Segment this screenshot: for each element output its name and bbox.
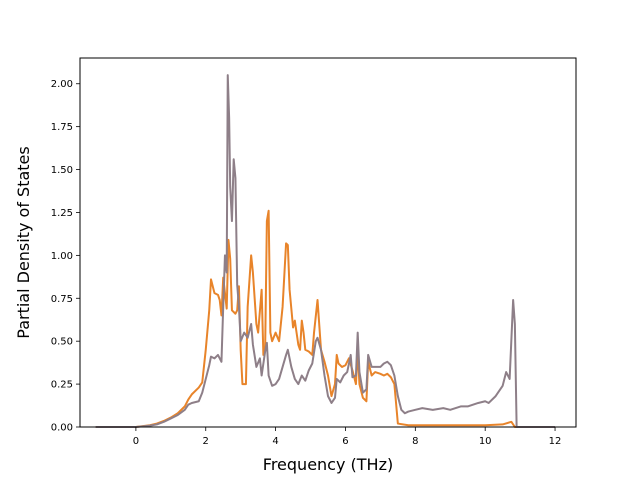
series-layer <box>95 74 556 428</box>
y-axis-ticks: 0.00 0.25 0.50 0.75 1.00 1.25 1.50 1.75 2.00 <box>51 79 80 434</box>
y-tick-label: 1.50 <box>51 165 73 176</box>
y-tick-label: 1.25 <box>51 208 73 219</box>
x-tick-label: 10 <box>479 436 492 447</box>
x-tick-label: 8 <box>412 436 418 447</box>
x-tick-label: 6 <box>342 436 348 447</box>
x-axis-ticks: 0 2 4 6 8 10 12 <box>133 427 562 447</box>
x-axis-label: Frequency (THz) <box>263 455 393 474</box>
y-tick-label: 0.25 <box>51 380 73 391</box>
y-tick-label: 0.75 <box>51 294 73 305</box>
axes-frame <box>79 57 577 428</box>
y-tick-label: 0.00 <box>51 423 73 434</box>
y-tick-label: 1.75 <box>51 122 73 133</box>
series-line-1 <box>95 209 556 428</box>
y-tick-label: 1.00 <box>51 251 73 262</box>
x-tick-label: 2 <box>203 436 209 447</box>
y-tick-label: 2.00 <box>51 79 73 90</box>
x-tick-label: 4 <box>272 436 278 447</box>
y-axis-label: Partial Density of States <box>14 146 33 338</box>
x-tick-label: 12 <box>549 436 562 447</box>
y-tick-label: 0.50 <box>51 337 73 348</box>
x-tick-label: 0 <box>133 436 139 447</box>
series-line-2 <box>95 74 556 428</box>
